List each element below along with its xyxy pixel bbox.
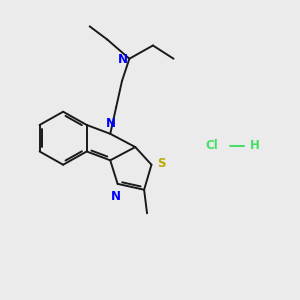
Text: S: S xyxy=(157,157,165,170)
Text: H: H xyxy=(250,139,260,152)
Text: N: N xyxy=(106,117,116,130)
Text: N: N xyxy=(118,53,128,66)
Text: N: N xyxy=(111,190,121,203)
Text: Cl: Cl xyxy=(206,139,218,152)
